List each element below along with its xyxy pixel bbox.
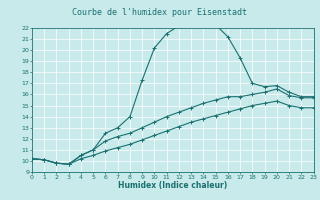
- X-axis label: Humidex (Indice chaleur): Humidex (Indice chaleur): [118, 181, 228, 190]
- Text: Courbe de l'humidex pour Eisenstadt: Courbe de l'humidex pour Eisenstadt: [73, 8, 247, 17]
